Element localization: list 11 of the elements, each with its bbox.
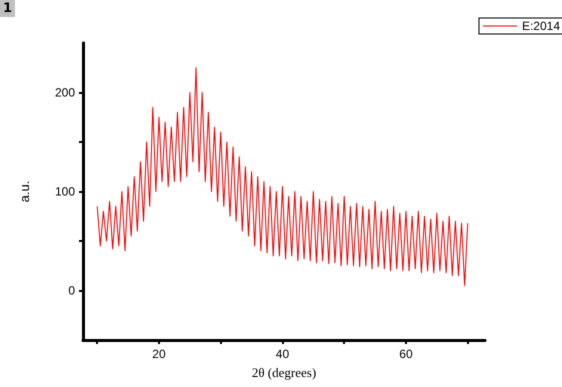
legend-label: E:2014 [522,19,560,33]
line-series [96,67,468,286]
x-axis-title: 2θ (degrees) [252,365,316,380]
x-tick-label: 40 [276,347,290,361]
text: 1 [0,0,16,17]
x-tick-label: 20 [152,347,166,361]
y-tick-label: 0 [68,284,76,298]
y-axis-title: a.u. [17,180,32,202]
y-tick-label: 200 [54,86,76,100]
y-tick-label: 100 [54,184,76,198]
x-tick-label: 60 [399,347,413,361]
